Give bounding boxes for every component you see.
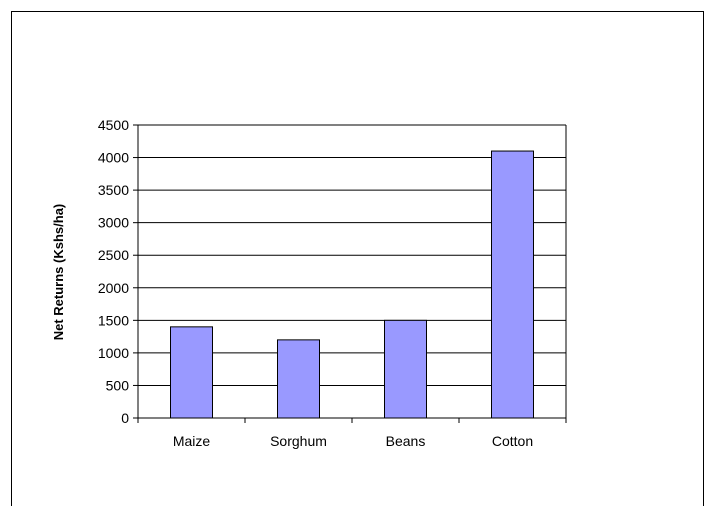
y-tick-label: 1500 [98, 312, 129, 328]
y-tick-label: 1000 [98, 345, 129, 361]
x-tick-label: Cotton [492, 433, 533, 449]
x-tick-label: Beans [386, 433, 426, 449]
bar-cotton [491, 150, 534, 419]
x-tick-label: Maize [173, 433, 211, 449]
y-tick-labels: 0 500 1000 1500 2000 2500 3000 3500 4000 4500 [98, 117, 129, 426]
bar-sorghum [277, 339, 320, 419]
y-axis-label: Net Returns (Kshs/ha) [51, 204, 66, 341]
x-tick-labels: Maize Sorghum Beans Cotton [173, 433, 533, 449]
bar-maize [170, 326, 213, 419]
bar-beans [384, 319, 427, 419]
y-tick-label: 2000 [98, 280, 129, 296]
y-tick-label: 3000 [98, 215, 129, 231]
y-tick-label: 4500 [98, 117, 129, 133]
y-tick-label: 2500 [98, 247, 129, 263]
axes [133, 124, 567, 423]
y-tick-label: 500 [106, 377, 130, 393]
y-tick-label: 4000 [98, 150, 129, 166]
y-tick-label: 3500 [98, 182, 129, 198]
y-tick-label: 0 [121, 410, 129, 426]
bars [170, 150, 534, 419]
x-tick-label: Sorghum [270, 433, 327, 449]
